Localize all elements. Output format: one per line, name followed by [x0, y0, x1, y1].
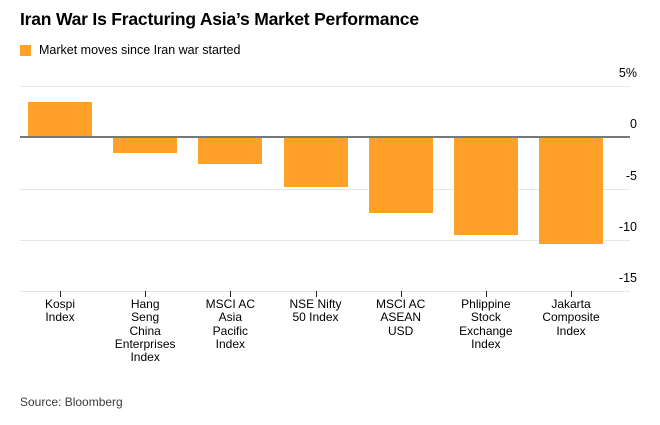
x-axis-label: MSCI AC ASEAN USD [353, 297, 449, 338]
x-axis-label-line: NSE Nifty [289, 297, 342, 311]
x-axis-tick [571, 291, 572, 297]
x-axis-label-line: Stock [470, 310, 501, 325]
x-axis-label-line: Enterprises [114, 336, 176, 351]
gridline [20, 86, 630, 87]
x-axis-label-line: USD [387, 323, 414, 338]
legend: Market moves since Iran war started [20, 43, 240, 57]
x-axis-label-line: MSCI AC [205, 297, 255, 311]
x-axis-tick [400, 291, 402, 297]
x-axis-label-line: Jakarta [551, 297, 591, 311]
bar-jakarta-composite-index [539, 138, 603, 244]
legend-label: Market moves since Iran war started [39, 43, 241, 57]
y-axis-label: -5 [625, 168, 637, 183]
x-axis-label-line: Kospi [44, 297, 76, 311]
x-axis-tick [145, 291, 147, 297]
bar-kospi-index [28, 102, 92, 138]
x-axis-label: Kospi Index [12, 297, 108, 325]
x-axis-tick [485, 291, 487, 297]
x-axis-label: Phlippine Stock Exchange Index [438, 297, 534, 351]
x-axis-label-line: ASEAN [380, 310, 421, 325]
bar-nse-nifty-50-index [283, 138, 348, 188]
zero-baseline [20, 136, 630, 139]
bar-hang-seng-china-enterprises-index [113, 138, 178, 153]
x-axis-label-line: Index [215, 336, 245, 351]
x-axis-label-line: Index [471, 336, 501, 351]
bar-chart-plot: 5% 0 -5 -10 -15 Kospi Index Hang Seng China Enterp… [20, 66, 637, 364]
y-axis-label: 0 [630, 117, 637, 132]
x-axis-label-line: Asia [218, 310, 242, 325]
x-axis-tick [315, 291, 317, 297]
gridline [20, 239, 630, 241]
x-axis-label-line: Phlippine [461, 297, 511, 311]
chart-title: Iran War Is Fracturing Asia’s Market Per… [20, 9, 419, 29]
y-axis-label: -10 [618, 219, 637, 234]
legend-swatch-icon [20, 44, 31, 56]
x-axis-label-line: MSCI AC [375, 297, 426, 311]
x-axis-label-line: Index [130, 350, 160, 365]
x-axis-label-line: Composite [542, 310, 600, 325]
x-axis-label-line: Exchange [459, 323, 513, 338]
x-axis-label-line: Index [45, 310, 75, 325]
x-axis-label-line: Seng [131, 310, 160, 325]
x-axis-label: NSE Nifty 50 Index [268, 297, 364, 325]
bar-msci-ac-asean-usd [368, 138, 433, 214]
x-axis-label-line: Pacific [212, 323, 248, 338]
x-axis-label: Jakarta Composite Index [523, 297, 619, 338]
gridline [20, 188, 630, 190]
y-axis-label: -15 [618, 271, 637, 285]
x-axis-label-line: 50 Index [292, 310, 339, 325]
x-axis-label: MSCI AC Asia Pacific Index [182, 297, 278, 351]
bar-phlippine-stock-exchange-index [453, 138, 518, 235]
x-axis-label-line: China [129, 323, 161, 338]
y-axis-label: 5% [618, 66, 637, 80]
gridline [20, 291, 630, 292]
x-axis-label-line: Hang [130, 297, 160, 311]
x-axis-label: Hang Seng China Enterprises Index [97, 297, 193, 365]
bar-msci-ac-asia-pacific-index [198, 138, 263, 164]
x-axis-tick [60, 291, 61, 297]
source-note: Source: Bloomberg [20, 395, 123, 409]
x-axis-label-line: Index [556, 323, 586, 338]
x-axis-tick [230, 291, 232, 297]
